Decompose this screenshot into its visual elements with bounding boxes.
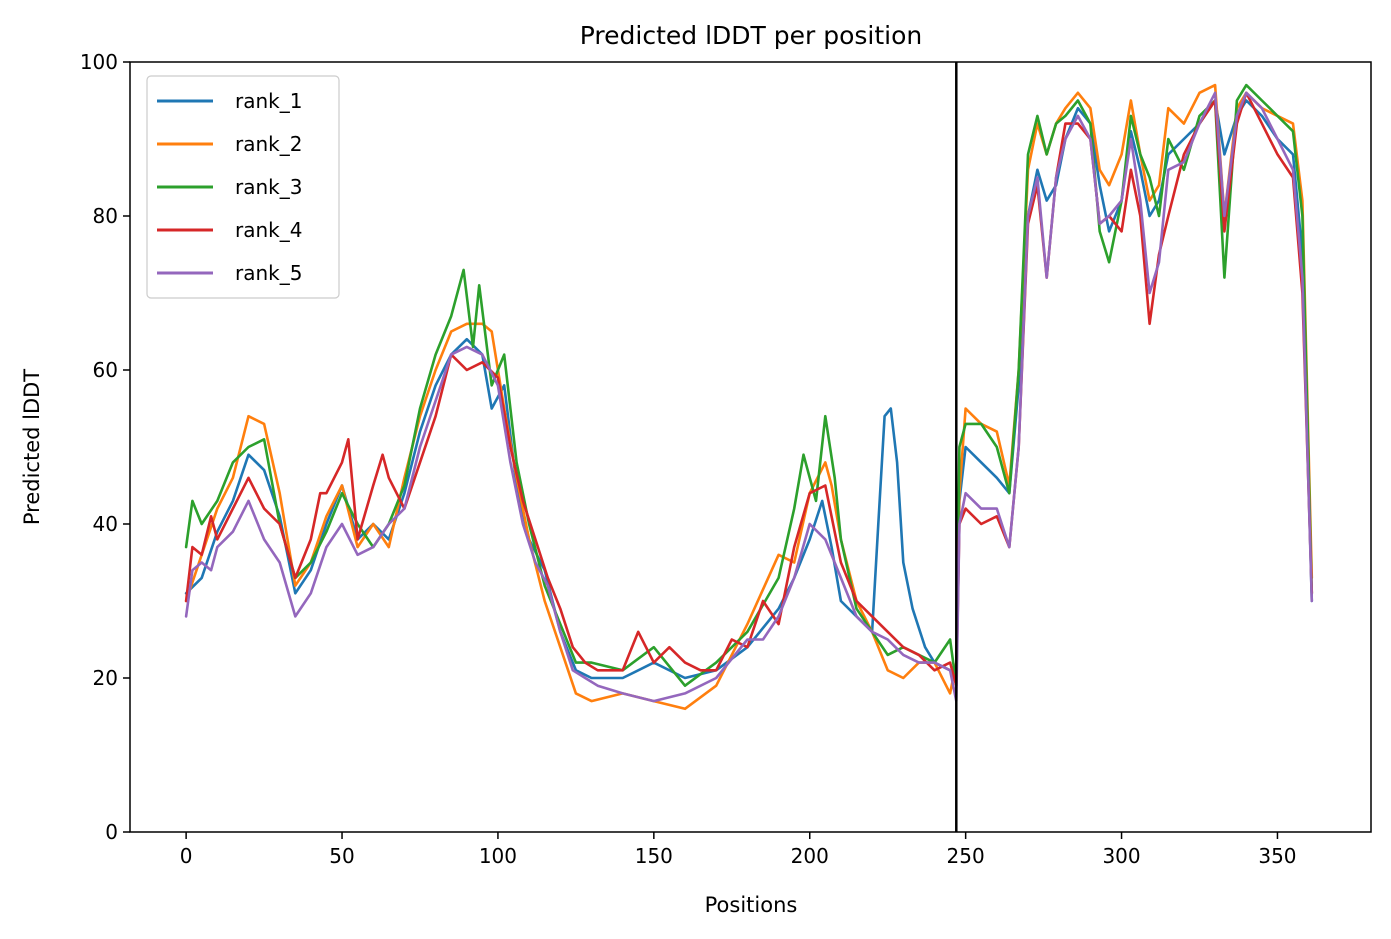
x-tick-label: 350: [1258, 844, 1296, 868]
y-tick-label: 0: [105, 820, 118, 844]
series-line-rank_5: [184, 91, 1314, 703]
x-tick-label: 300: [1102, 844, 1140, 868]
legend-label-rank_5: rank_5: [235, 261, 302, 285]
plot-frame: [129, 61, 1372, 833]
plot-area: [129, 61, 1372, 833]
legend-box: [146, 75, 340, 299]
x-tick-label: 0: [180, 844, 193, 868]
legend-label-rank_2: rank_2: [235, 132, 302, 156]
y-tick-label: 100: [80, 50, 118, 74]
x-axis-label: Positions: [705, 893, 798, 917]
legend: rank_1 rank_2 rank_3 rank_4 rank_5: [146, 75, 340, 299]
x-tick-label: 100: [479, 844, 517, 868]
legend-label-rank_4: rank_4: [235, 218, 302, 242]
x-tick-label: 200: [791, 844, 829, 868]
y-tick-label: 60: [93, 358, 118, 382]
y-tick-label: 20: [93, 666, 118, 690]
series-line-rank_1: [184, 99, 1314, 680]
x-tick-label: 150: [635, 844, 673, 868]
y-axis: 0 20 40 60 80 100: [80, 50, 130, 844]
series-layer: [184, 83, 1314, 711]
legend-label-rank_1: rank_1: [235, 89, 302, 113]
y-tick-label: 80: [93, 204, 118, 228]
chart-title: Predicted lDDT per position: [580, 21, 922, 50]
series-line-rank_4: [184, 91, 1314, 687]
x-tick-label: 250: [947, 844, 985, 868]
x-axis: 0 50 100 150 200 250 300 350: [180, 832, 1297, 868]
legend-label-rank_3: rank_3: [235, 175, 302, 199]
x-tick-label: 50: [329, 844, 354, 868]
y-axis-label: Predicted lDDT: [20, 369, 44, 525]
y-tick-label: 40: [93, 512, 118, 536]
